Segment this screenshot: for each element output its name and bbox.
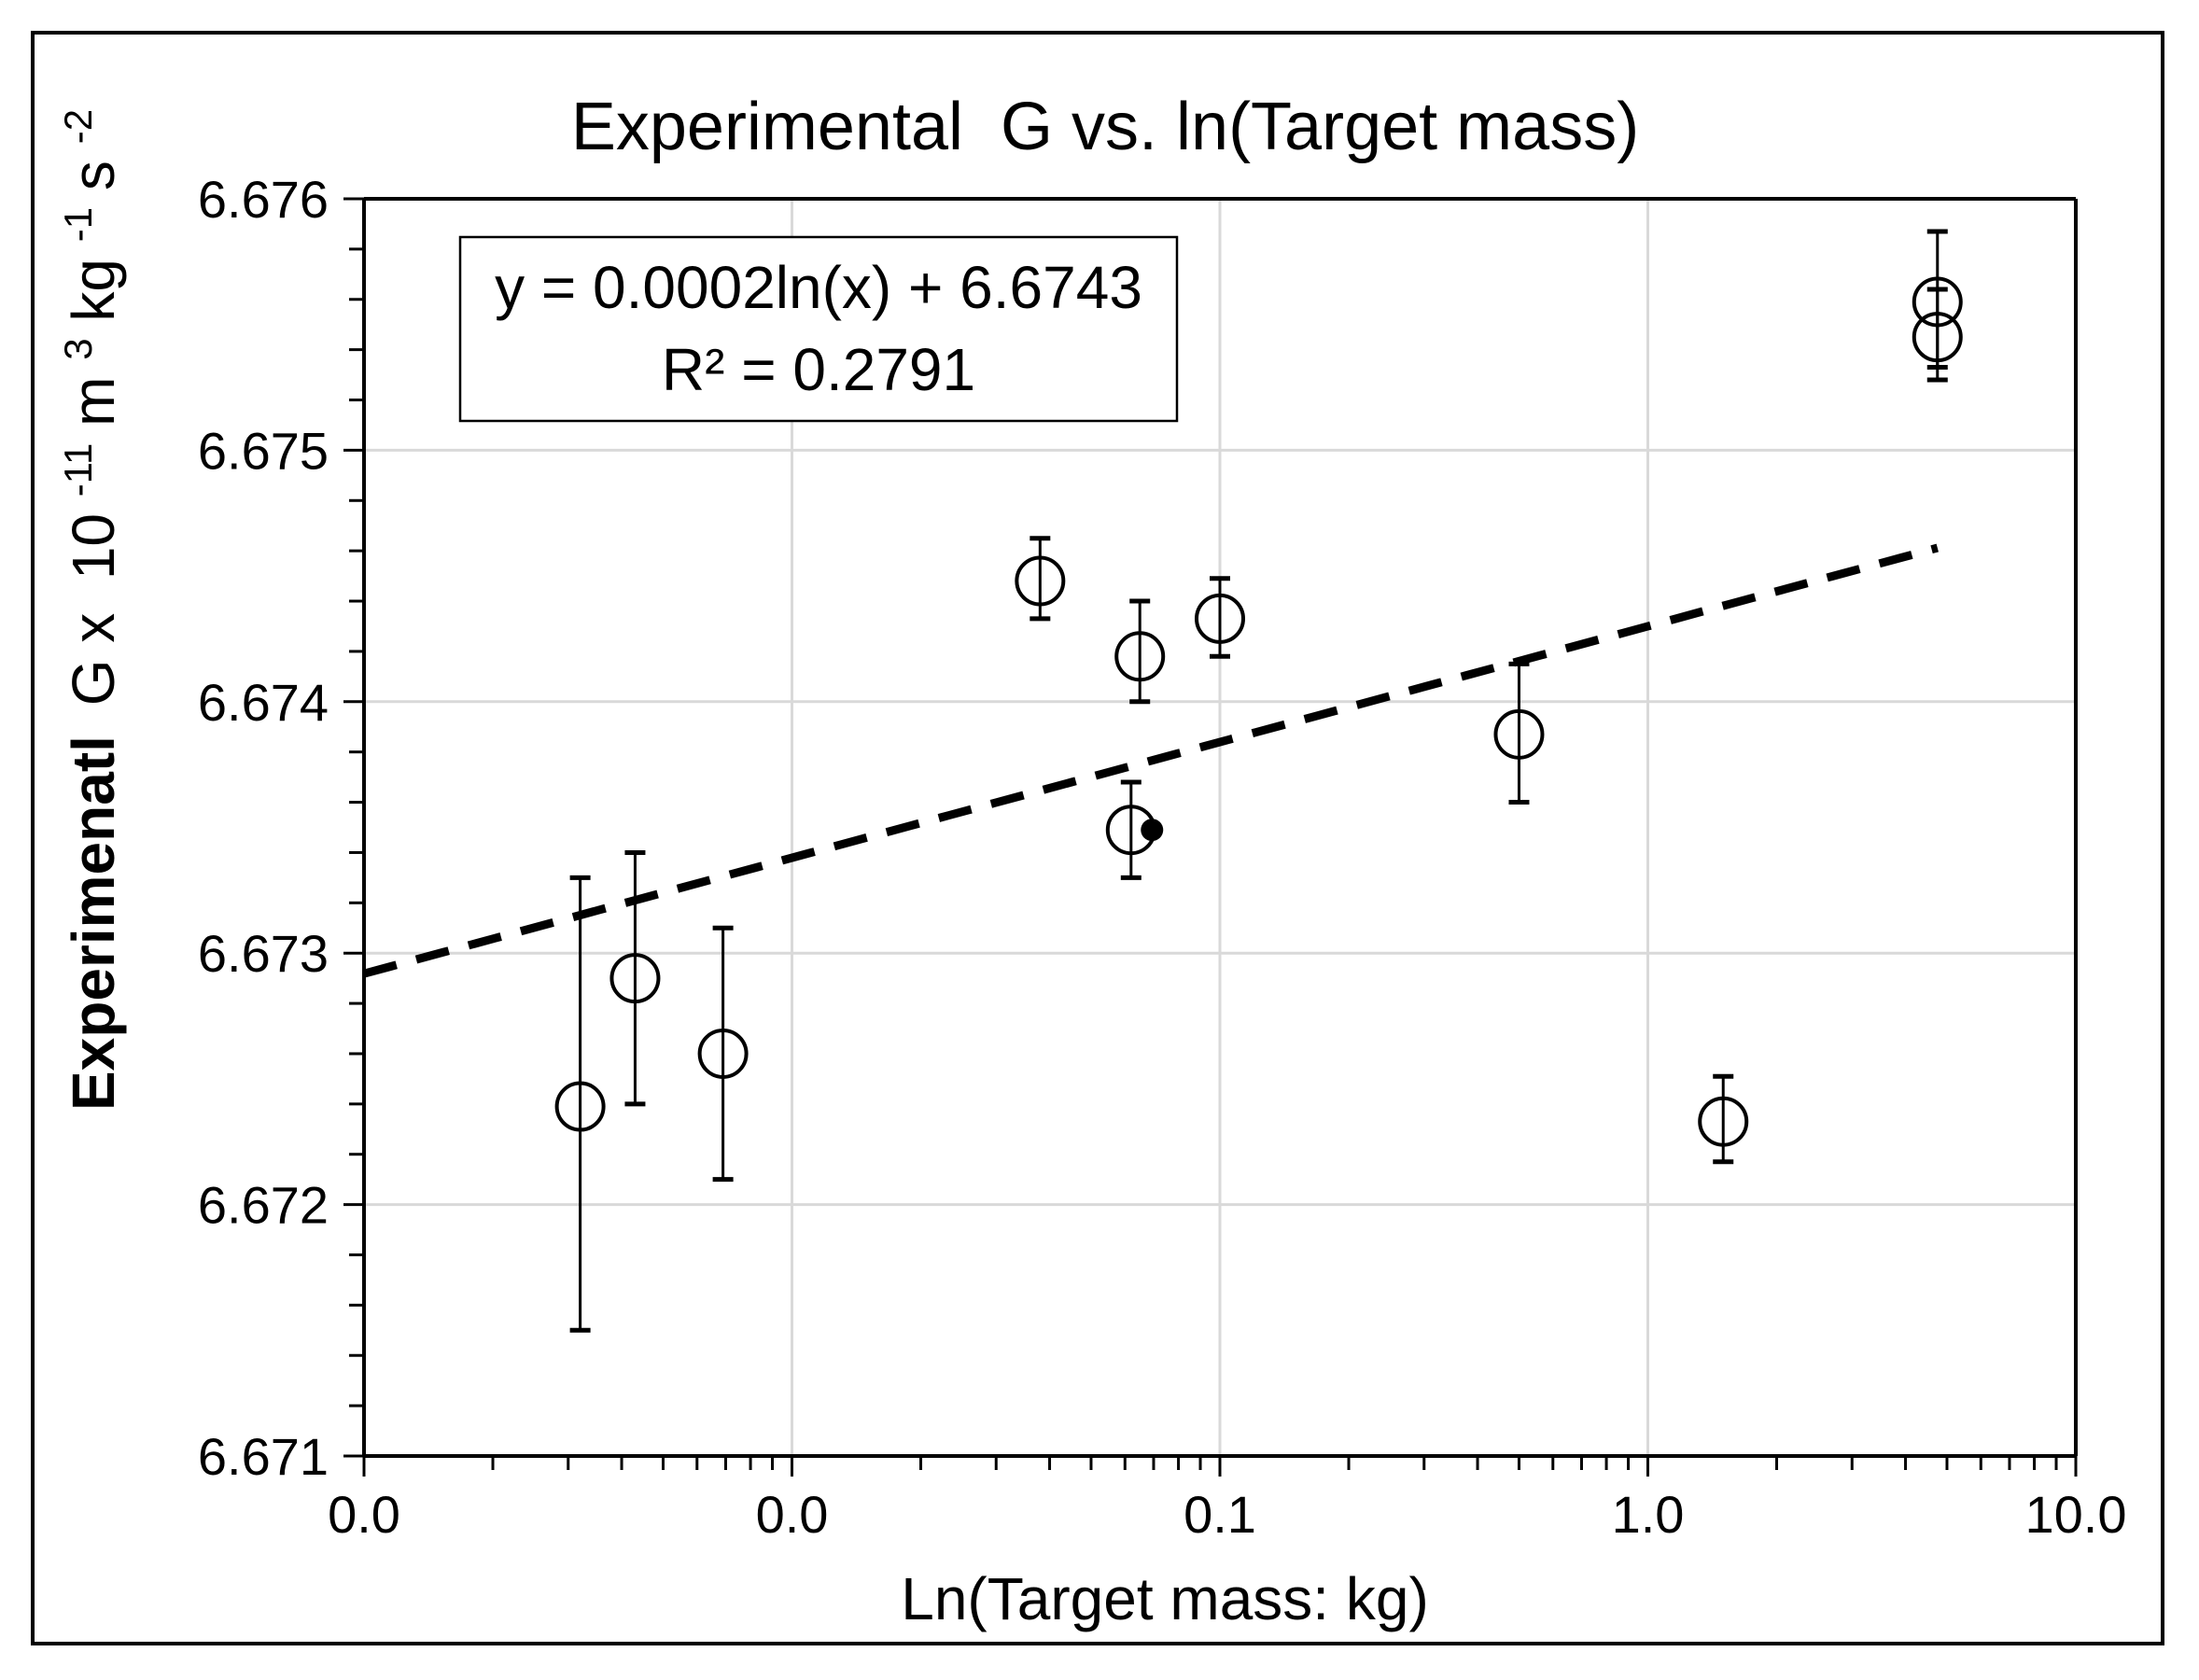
data-point (1493, 708, 1545, 760)
y-axis-label-bold: Experimenatl (60, 735, 127, 1111)
y-tick-label: 6.675 (198, 421, 329, 480)
trendline-group (362, 543, 1939, 978)
trendline-equation: y = 0.0002ln(x) + 6.6743 (495, 254, 1142, 321)
y-axis-label-unit-m: m (60, 377, 127, 427)
equation-box-border (458, 235, 1179, 423)
data-point (1105, 805, 1156, 856)
data-point (1015, 555, 1066, 607)
data-point (1698, 1096, 1749, 1147)
y-axis-label-exp2: 3 (56, 338, 100, 359)
data-point (1912, 312, 1963, 363)
filled-data-point (1141, 819, 1164, 842)
y-axis-label-prefix: G x 10 (60, 513, 127, 706)
trendline-r2: R² = 0.2791 (662, 336, 975, 403)
data-point (1114, 631, 1166, 682)
data-point (554, 1081, 606, 1132)
data-point (1195, 593, 1245, 644)
trendline (362, 543, 1939, 978)
y-axis-label-unit-kg: kg (60, 259, 127, 322)
y-tick-labels: 6.671 6.672 6.673 6.674 6.675 6.676 (198, 170, 329, 1486)
data-point (609, 953, 661, 1004)
y-axis-label: Experimenatl G x 10 -11 m 3 kg -1 s -2 (37, 109, 127, 1111)
tick-marks (343, 197, 2078, 1477)
x-tick-label: 0.0 (756, 1485, 829, 1544)
error-bars (569, 229, 1948, 1333)
y-axis-label-exp4: -2 (56, 109, 100, 144)
x-tick-labels: 0.0 0.0 0.1 1.0 10.0 (328, 1485, 2126, 1544)
x-tick-label: 0.1 (1184, 1485, 1256, 1544)
x-tick-label: 10.0 (2025, 1485, 2127, 1544)
data-point (697, 1028, 749, 1079)
x-axis-label: Ln(Target mass: kg) (901, 1565, 1429, 1632)
y-axis-label-exp3: -1 (56, 207, 100, 242)
y-tick-label: 6.676 (198, 170, 329, 229)
y-tick-label: 6.671 (198, 1427, 329, 1486)
data-point (1912, 276, 1963, 328)
y-axis-label-unit-s: s (60, 161, 127, 190)
y-tick-label: 6.672 (198, 1176, 329, 1235)
x-tick-label: 1.0 (1612, 1485, 1685, 1544)
x-tick-label: 0.0 (328, 1485, 400, 1544)
trendline-equation-box: y = 0.0002ln(x) + 6.6743 R² = 0.2791 (458, 235, 1179, 423)
y-axis-label-exp1: -11 (56, 443, 100, 497)
chart-title: Experimental G vs. ln(Target mass) (571, 90, 1639, 164)
y-tick-label: 6.674 (198, 673, 329, 732)
data-points (554, 276, 1963, 1147)
y-tick-label: 6.673 (198, 924, 329, 983)
